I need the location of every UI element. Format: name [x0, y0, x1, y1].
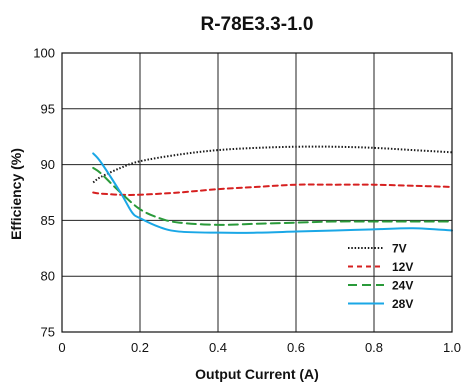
x-tick-label: 0 [58, 340, 65, 355]
legend-label-7v: 7V [392, 242, 407, 256]
y-tick-label: 85 [41, 213, 55, 228]
series-line-24v [92, 166, 453, 226]
x-tick-label: 0.4 [209, 340, 227, 355]
y-tick-label: 90 [41, 157, 55, 172]
y-tick-label: 100 [33, 46, 55, 61]
y-tick-label: 80 [41, 269, 55, 284]
y-tick-labels: 75 80 85 90 95 100 [33, 46, 55, 340]
x-tick-label: 0.8 [365, 340, 383, 355]
y-tick-label: 75 [41, 325, 55, 340]
y-tick-label: 95 [41, 101, 55, 116]
series-line-28v [92, 152, 453, 234]
legend-label-12v: 12V [392, 260, 413, 274]
x-tick-labels: 0 0.2 0.4 0.6 0.8 1.0 [58, 340, 461, 355]
legend: 7V 12V 24V 28V [348, 242, 413, 311]
x-axis-label: Output Current (A) [195, 366, 319, 382]
x-tick-label: 0.2 [131, 340, 149, 355]
legend-label-28v: 28V [392, 297, 413, 311]
x-tick-label: 0.6 [287, 340, 305, 355]
legend-label-24v: 24V [392, 279, 413, 293]
series-layer [92, 145, 453, 234]
plot-grid [62, 53, 452, 332]
chart-title: R-78E3.3-1.0 [200, 14, 313, 35]
x-tick-label: 1.0 [443, 340, 461, 355]
plot-frame [61, 52, 453, 333]
series-line-12v [92, 183, 453, 196]
y-axis-label: Efficiency (%) [8, 148, 24, 240]
